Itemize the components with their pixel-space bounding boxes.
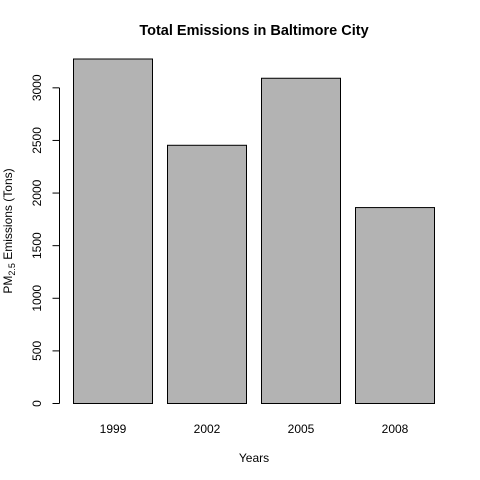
bars-group [74, 59, 435, 404]
y-axis-label-subscript: 2.5 [7, 263, 17, 276]
y-axis-label-suffix: Emissions (Tons) [1, 168, 15, 263]
y-tick-label-500: 500 [30, 341, 44, 361]
y-axis: 0 500 1000 1500 2000 2500 3000 [30, 74, 60, 407]
y-tick-label-3000: 3000 [30, 74, 44, 101]
y-tick-label-1500: 1500 [30, 232, 44, 259]
bar-2005 [262, 78, 341, 403]
x-tick-label-2002: 2002 [194, 422, 221, 436]
y-tick-label-0: 0 [30, 400, 44, 407]
y-axis-label-prefix: PM [1, 276, 15, 294]
bar-2002 [168, 145, 247, 403]
x-tick-labels: 1999 2002 2005 2008 [100, 422, 409, 436]
y-tick-label-1000: 1000 [30, 285, 44, 312]
bar-1999 [74, 59, 153, 404]
bar-2008 [356, 208, 435, 404]
y-tick-label-2500: 2500 [30, 127, 44, 154]
x-axis-label: Years [239, 451, 269, 465]
x-tick-label-1999: 1999 [100, 422, 127, 436]
x-tick-label-2005: 2005 [288, 422, 315, 436]
y-tick-label-2000: 2000 [30, 179, 44, 206]
x-tick-label-2008: 2008 [382, 422, 409, 436]
y-axis-label: PM2.5 Emissions (Tons) [1, 168, 17, 293]
chart-title: Total Emissions in Baltimore City [139, 23, 368, 39]
